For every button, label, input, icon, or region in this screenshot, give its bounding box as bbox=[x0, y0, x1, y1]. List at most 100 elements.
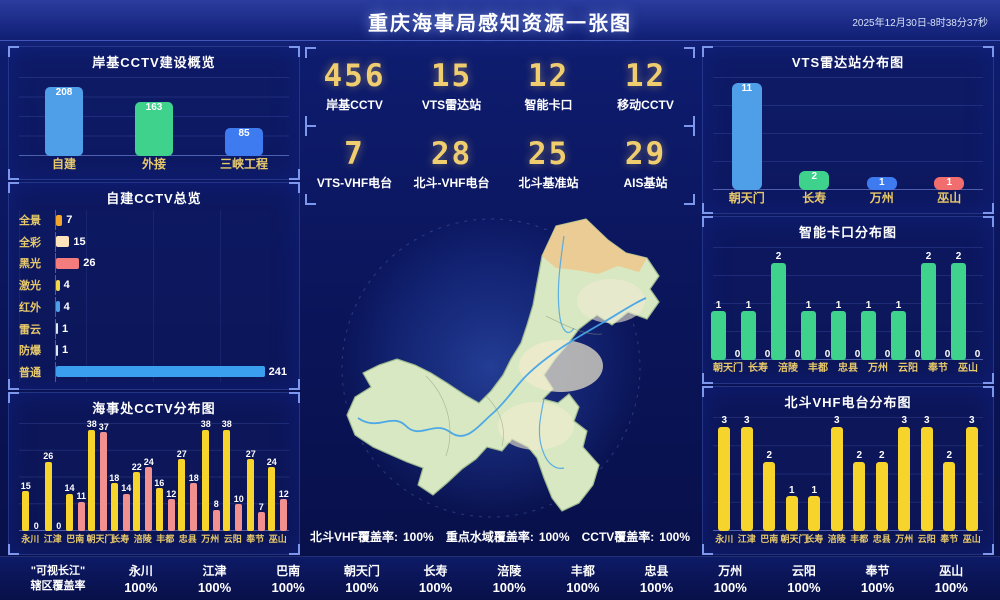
chart-gridlines bbox=[713, 247, 983, 360]
panel-title: 自建CCTV总览 bbox=[106, 191, 202, 206]
bar-group: 85 bbox=[199, 73, 289, 156]
page-title: 重庆海事局感知资源一张图 bbox=[368, 13, 632, 35]
footer-item: 永川 100% bbox=[104, 562, 178, 595]
chart-category-column: 2 0 巫山 bbox=[951, 243, 985, 377]
footer-item-name: 巫山 bbox=[939, 564, 964, 578]
bar-wrapper: 3 bbox=[740, 413, 753, 531]
header-bar: 重庆海事局感知资源一张图 2025年12月30日-8时38分37秒 bbox=[0, 0, 1000, 41]
chart-row: 黑光 26 bbox=[19, 253, 287, 274]
category-label: 江津 bbox=[43, 534, 62, 544]
category-label: 激光 bbox=[19, 280, 41, 293]
category-label: 长寿 bbox=[748, 363, 768, 374]
category-label: 红外 bbox=[19, 301, 41, 314]
category-label: 永川 bbox=[21, 534, 40, 544]
corner-bracket bbox=[983, 373, 994, 384]
bar-wrapper: 24 bbox=[267, 419, 277, 531]
coverage-label: 重点水域覆盖率: bbox=[445, 529, 534, 544]
bar-wrapper: 27 bbox=[177, 419, 187, 531]
bar bbox=[785, 496, 798, 531]
bar bbox=[711, 311, 726, 360]
chart-category-column: 163 外接 bbox=[109, 73, 199, 173]
chongqing-map bbox=[306, 206, 694, 520]
corner-bracket bbox=[305, 125, 316, 136]
panel-title: 北斗VHF电台分布图 bbox=[784, 395, 912, 410]
footer-item-value: 100% bbox=[271, 580, 305, 595]
bar-wrapper: 3 bbox=[718, 413, 731, 531]
chart-category-column: 3 云阳 bbox=[916, 413, 939, 548]
corner-bracket bbox=[8, 392, 19, 403]
bar-value-label: 4 bbox=[63, 300, 70, 313]
bar-wrapper: 0 bbox=[970, 243, 985, 360]
corner-bracket bbox=[702, 46, 713, 57]
coverage-label: 北斗VHF覆盖率: bbox=[310, 529, 398, 544]
bar-value-label: 2 bbox=[925, 251, 932, 262]
bar-wrapper: 1 bbox=[891, 243, 906, 360]
footer-item-name: 忠县 bbox=[644, 564, 669, 578]
bar-wrapper: 1 bbox=[808, 413, 821, 531]
corner-bracket bbox=[8, 182, 19, 193]
category-label: 奉节 bbox=[246, 534, 265, 544]
bar-wrapper: 1 bbox=[741, 243, 756, 360]
kpi-value: 29 bbox=[624, 136, 667, 172]
bar-wrapper: 22 bbox=[132, 419, 142, 531]
corner-bracket bbox=[289, 392, 300, 403]
bar-value-label: 26 bbox=[43, 451, 54, 462]
corner-bracket bbox=[8, 169, 19, 180]
bar-wrapper: 27 bbox=[246, 419, 256, 531]
beidou-vhf-bar-chart: 3 永川 3 江津 2 巴南 1 朝天门 1 长寿 3 涪陵 2 丰都 2 忠县 3 万州 3 云阳 2 奉节 3 巫山 bbox=[713, 413, 983, 548]
bar-group: 16 12 bbox=[154, 419, 177, 531]
bar-wrapper: 1 bbox=[934, 73, 965, 190]
bar bbox=[133, 472, 141, 531]
chart-category-column: 1 长寿 bbox=[803, 413, 826, 548]
chart-category-column: 1 0 云阳 bbox=[891, 243, 923, 377]
bar bbox=[145, 467, 153, 531]
category-label: 涪陵 bbox=[827, 534, 846, 544]
bar-wrapper: 0 bbox=[760, 243, 775, 360]
bar bbox=[56, 214, 63, 226]
bar-value-label: 0 bbox=[884, 348, 891, 360]
vts-radar-bar-chart: 11 朝天门 2 长寿 1 万州 1 巫山 bbox=[713, 73, 983, 207]
panel-shore-cctv-overview: 岸基CCTV建设概览 208 自建 163 外接 85 三峡工程 bbox=[8, 46, 300, 180]
chart-category-column: 3 江津 bbox=[736, 413, 759, 548]
bar-wrapper: 1 bbox=[861, 243, 876, 360]
bar bbox=[771, 262, 786, 360]
chart-category-column: 2 0 涪陵 bbox=[771, 243, 803, 377]
footer-item-value: 100% bbox=[345, 580, 379, 595]
coverage-key-waters: 重点水域覆盖率: 100% bbox=[446, 528, 570, 545]
footer-item-value: 100% bbox=[197, 580, 232, 595]
bar bbox=[110, 483, 118, 531]
chart-row: 雷云 1 bbox=[19, 318, 287, 339]
chart-category-column: 1 万州 bbox=[848, 73, 916, 207]
chart-category-column: 2 巴南 bbox=[758, 413, 781, 548]
corner-bracket bbox=[289, 169, 300, 180]
bar-value-label: 27 bbox=[245, 448, 256, 459]
chongqing-map-svg bbox=[339, 216, 660, 520]
category-label: 长寿 bbox=[111, 534, 130, 544]
category-label: 黑光 bbox=[19, 258, 41, 271]
chart-category-column: 14 11 巴南 bbox=[64, 419, 87, 548]
corner-bracket bbox=[684, 125, 695, 136]
kpi-value: 12 bbox=[624, 58, 667, 94]
corner-bracket bbox=[684, 194, 695, 205]
bar-value-label: 3 bbox=[833, 415, 840, 427]
category-label: 朝天门 bbox=[728, 191, 765, 205]
bar-value-label: 24 bbox=[266, 456, 277, 467]
bar-group: 3 bbox=[893, 413, 916, 531]
coverage-summary: 北斗VHF覆盖率: 100% 重点水域覆盖率: 100% CCTV覆盖率: 100% bbox=[306, 522, 694, 550]
bar bbox=[56, 257, 80, 269]
footer-item: 长寿 100% bbox=[399, 562, 473, 595]
bar-wrapper: 37 bbox=[99, 419, 109, 531]
bar-wrapper: 2 bbox=[771, 243, 786, 360]
category-label: 忠县 bbox=[178, 534, 197, 544]
chart-category-column: 1 0 长寿 bbox=[741, 243, 775, 377]
bar: 208 bbox=[45, 86, 83, 156]
category-label: 丰都 bbox=[808, 363, 828, 374]
coverage-value: 100% bbox=[659, 529, 690, 544]
category-label: 长寿 bbox=[805, 534, 824, 544]
category-label: 万州 bbox=[895, 534, 914, 544]
chart-category-column: 1 0 朝天门 bbox=[711, 243, 743, 377]
bar bbox=[223, 429, 231, 531]
bar bbox=[951, 262, 966, 360]
